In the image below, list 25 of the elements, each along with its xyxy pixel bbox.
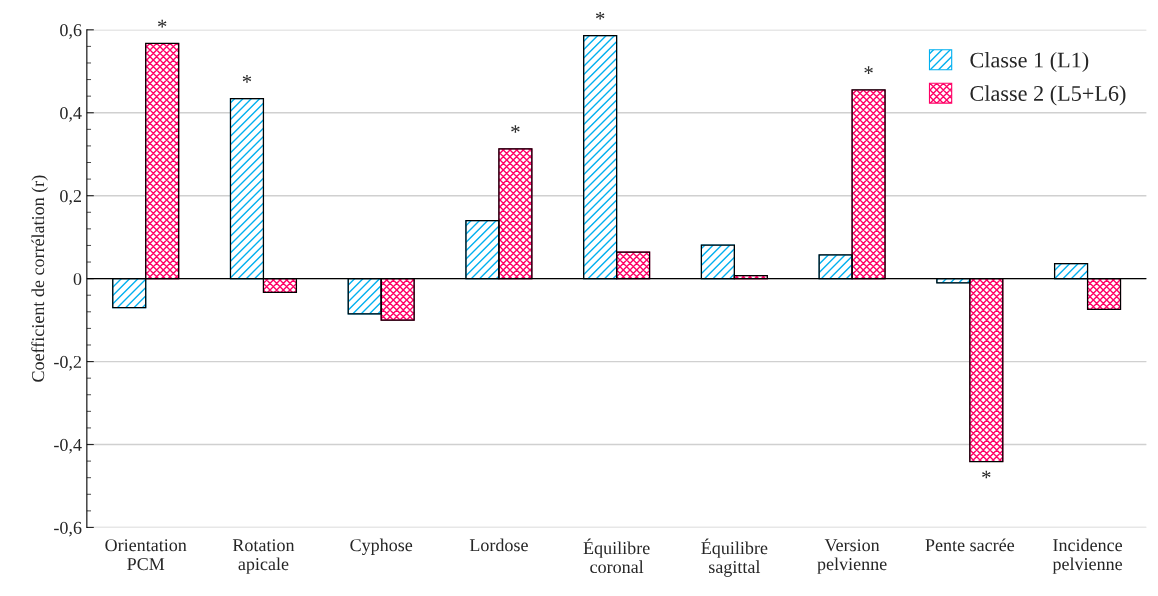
y-tick-label: 0,6 bbox=[60, 24, 82, 39]
x-tick-label: Pente sacrée bbox=[925, 538, 1015, 552]
annotation: * bbox=[595, 11, 605, 20]
legend-label: Classe 1 (L1) bbox=[970, 51, 1089, 73]
y-tick-label: 0,4 bbox=[60, 107, 82, 122]
annotation: * bbox=[982, 470, 991, 479]
legend-label: Classe 2 (L5+L6) bbox=[970, 85, 1126, 106]
y-tick-label: 0 bbox=[73, 272, 82, 286]
x-tick-label: Équilibre coronal bbox=[583, 538, 650, 574]
x-tick-label: Équilibre sagittal bbox=[701, 538, 768, 577]
y-tick-label: -0,2 bbox=[54, 355, 81, 371]
annotation: * bbox=[158, 19, 167, 28]
x-tick-label: Incidence pelvienne bbox=[1052, 538, 1123, 574]
x-tick-label: Orientation PCM bbox=[105, 539, 187, 571]
y-tick-label: 0,2 bbox=[60, 189, 81, 205]
y-axis-title: Coefficient de corrélation (r) bbox=[31, 175, 48, 382]
annotation: * bbox=[242, 75, 252, 83]
x-tick-label: Cyphose bbox=[350, 538, 413, 555]
y-tick-label: -0,4 bbox=[54, 438, 82, 454]
y-tick-label: -0,6 bbox=[54, 521, 82, 537]
x-tick-label: Rotation apicale bbox=[232, 539, 295, 574]
x-tick-label: Version pelvienne bbox=[817, 539, 887, 574]
annotation: * bbox=[511, 125, 520, 133]
annotation: * bbox=[864, 66, 873, 74]
x-tick-label: Lordose bbox=[469, 538, 528, 552]
